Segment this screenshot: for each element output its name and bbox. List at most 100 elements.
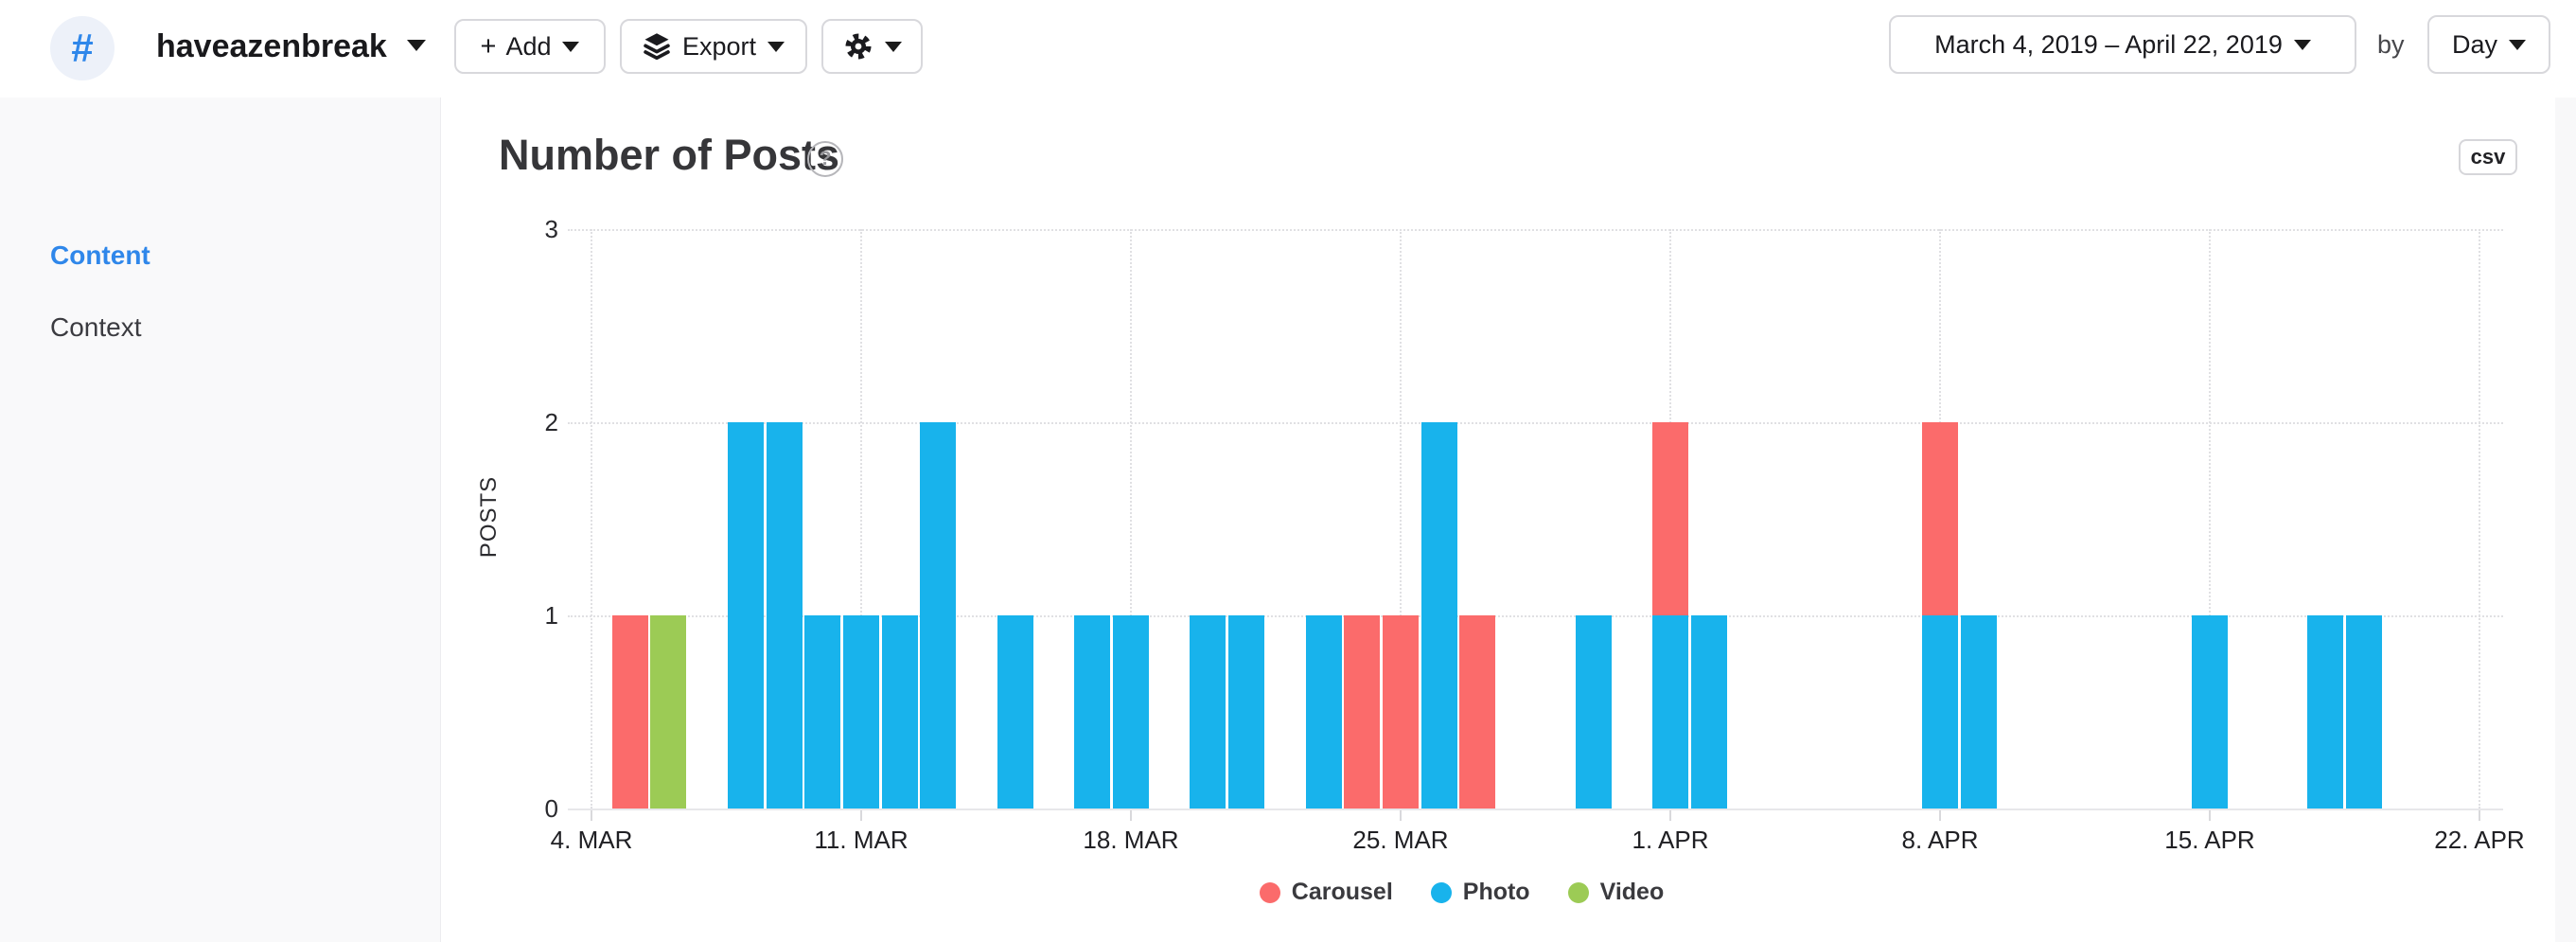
csv-button[interactable]: csv (2459, 139, 2517, 175)
bar-segment[interactable] (1652, 422, 1688, 615)
page-title: Number of Posts (499, 131, 840, 179)
sidebar-item-context[interactable]: Context (50, 312, 142, 342)
legend-item-video[interactable]: Video (1567, 879, 1665, 906)
layers-icon (643, 32, 671, 61)
bar-segment[interactable] (1344, 615, 1381, 809)
axis-tick (860, 810, 862, 821)
chevron-down-icon (768, 41, 785, 52)
x-tick-label: 8. APR (1901, 826, 1979, 854)
settings-button[interactable] (821, 19, 923, 74)
add-button[interactable]: + Add (454, 19, 606, 74)
grid-hline (568, 422, 2503, 424)
legend-item-carousel[interactable]: Carousel (1259, 879, 1393, 906)
bar-segment[interactable] (1922, 422, 1958, 615)
add-button-label: Add (505, 31, 552, 61)
export-button-label: Export (681, 31, 757, 61)
sidebar-item-content[interactable]: Content (50, 240, 150, 270)
legend-dot-icon (1259, 881, 1280, 903)
axis-tick (1939, 810, 1941, 821)
y-tick-label: 1 (544, 601, 558, 630)
bar-segment[interactable] (1383, 615, 1419, 809)
bar-segment[interactable] (1228, 615, 1265, 809)
x-tick-label: 15. APR (2164, 826, 2255, 854)
bar-segment[interactable] (804, 615, 841, 809)
bar-segment[interactable] (1459, 615, 1496, 809)
bar-segment[interactable] (920, 422, 957, 809)
x-tick-label: 18. MAR (1083, 826, 1179, 854)
granularity-button[interactable]: Day (2427, 15, 2550, 74)
grid-vline (591, 229, 592, 809)
bar-segment[interactable] (1960, 615, 1997, 809)
axis-tick (1669, 810, 1671, 821)
granularity-label: Day (2451, 29, 2497, 59)
bar-segment[interactable] (1420, 422, 1457, 809)
grid-vline (2479, 229, 2480, 809)
hash-icon: # (71, 26, 94, 70)
axis-tick (2209, 810, 2211, 821)
gear-icon (843, 31, 873, 62)
top-header: # haveazenbreak + Add Export (0, 0, 2576, 98)
legend-dot-icon (1567, 881, 1589, 903)
legend-label: Photo (1462, 879, 1530, 905)
sidebar: Content Context (0, 98, 441, 942)
help-icon-glyph: ? (819, 148, 832, 169)
legend-label: Video (1599, 879, 1665, 905)
hashtag-avatar: # (50, 16, 115, 80)
x-tick-label: 22. APR (2434, 826, 2525, 854)
right-gutter (2555, 98, 2576, 942)
date-range-button[interactable]: March 4, 2019 – April 22, 2019 (1889, 15, 2356, 74)
bar-segment[interactable] (727, 422, 764, 809)
bar-segment[interactable] (1305, 615, 1342, 809)
hashtag-title: haveazenbreak (156, 28, 387, 64)
bar-segment[interactable] (1922, 615, 1958, 809)
bar-segment[interactable] (650, 615, 687, 809)
bar-segment[interactable] (2192, 615, 2228, 809)
bar-segment[interactable] (611, 615, 648, 809)
bar-segment[interactable] (1190, 615, 1226, 809)
axis-tick (1400, 810, 1402, 821)
x-axis-labels: 4. MAR 11. MAR 18. MAR 25. MAR 1. APR 8. APR 1… (551, 826, 2525, 858)
bar-segment[interactable] (843, 615, 879, 809)
y-tick-label: 0 (544, 794, 558, 823)
export-button[interactable]: Export (620, 19, 807, 74)
grid-hline (568, 615, 2503, 617)
bar-segment[interactable] (766, 422, 803, 809)
bar-segment[interactable] (1113, 615, 1149, 809)
x-tick-label: 4. MAR (550, 826, 633, 854)
bar-segment[interactable] (1575, 615, 1612, 809)
bar-segment[interactable] (1652, 615, 1688, 809)
grid-vline (860, 229, 862, 809)
chevron-down-icon (884, 41, 902, 52)
plus-icon: + (480, 30, 497, 62)
axis-tick (2479, 810, 2480, 821)
legend-label: Carousel (1291, 879, 1393, 905)
bar-segment[interactable] (2345, 615, 2382, 809)
grid-vline (2209, 229, 2211, 809)
grid-vline (1400, 229, 1402, 809)
chevron-down-icon (562, 41, 580, 52)
help-icon[interactable]: ? (807, 141, 843, 177)
y-tick-label: 2 (544, 408, 558, 436)
x-tick-label: 25. MAR (1352, 826, 1449, 854)
axis-tick (1130, 810, 1132, 821)
bar-segment[interactable] (1690, 615, 1727, 809)
chevron-down-icon (2293, 39, 2311, 50)
y-axis-labels: 0 1 2 3 (509, 215, 558, 823)
y-axis-title: POSTS (476, 475, 502, 559)
legend-item-photo[interactable]: Photo (1430, 879, 1530, 906)
bar-segment[interactable] (1074, 615, 1111, 809)
by-label: by (2377, 30, 2405, 59)
axis-tick (591, 810, 592, 821)
bar-segment[interactable] (997, 615, 1033, 809)
date-range-label: March 4, 2019 – April 22, 2019 (1934, 29, 2283, 59)
chevron-down-icon (2509, 39, 2526, 50)
chevron-down-icon[interactable] (407, 40, 426, 51)
chart-legend: Carousel Photo Video (494, 879, 2429, 906)
bar-segment[interactable] (2307, 615, 2344, 809)
grid-hline (568, 229, 2503, 231)
plot-area (568, 229, 2503, 821)
x-tick-label: 11. MAR (814, 826, 909, 854)
y-tick-label: 3 (544, 215, 558, 243)
bar-segment[interactable] (881, 615, 918, 809)
